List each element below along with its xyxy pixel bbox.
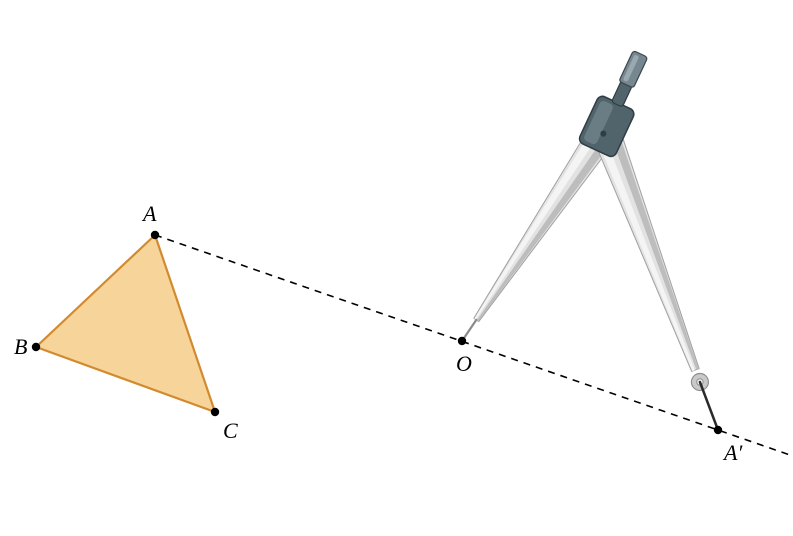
label-a-prime: A′ bbox=[722, 440, 743, 465]
compass bbox=[462, 45, 718, 430]
compass-arm-right bbox=[595, 134, 699, 371]
triangle-abc bbox=[36, 235, 215, 412]
compass-arm-left bbox=[474, 130, 611, 321]
point-o bbox=[458, 337, 466, 345]
label-o: O bbox=[456, 351, 472, 376]
point-b bbox=[32, 343, 40, 351]
point-a-prime bbox=[714, 426, 722, 434]
compass-pencil-lead bbox=[700, 382, 718, 430]
label-a: A bbox=[141, 201, 157, 226]
construction-line bbox=[155, 235, 790, 455]
point-a bbox=[151, 231, 159, 239]
label-b: B bbox=[14, 334, 27, 359]
compass-hinge bbox=[578, 45, 659, 158]
point-c bbox=[211, 408, 219, 416]
label-c: C bbox=[223, 418, 238, 443]
